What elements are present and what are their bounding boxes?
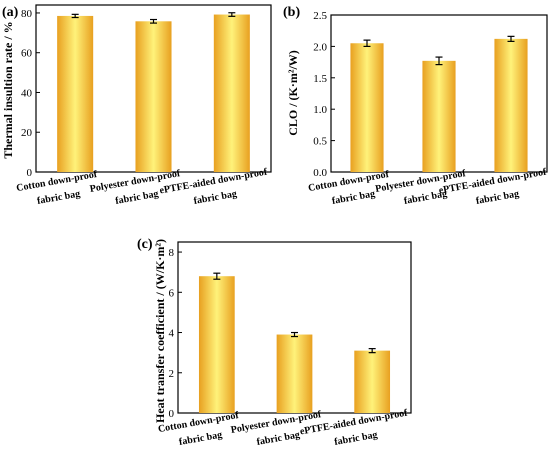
panel-b-y-axis-label: CLO / (K·m²/W) bbox=[286, 50, 300, 136]
panel-a-label: (a) bbox=[2, 5, 19, 20]
panel-a-y-tick-label: 0 bbox=[27, 167, 33, 179]
panel-c-category-label-line2: fabric bag bbox=[333, 430, 378, 448]
panel-c-category-label-line2: fabric bag bbox=[178, 430, 223, 448]
panel-a-bar bbox=[57, 15, 94, 172]
panel-a-y-tick-label: 40 bbox=[21, 87, 33, 99]
panel-c-bar bbox=[198, 276, 235, 413]
panel-b-label: (b) bbox=[283, 5, 300, 20]
panel-c-bar bbox=[354, 350, 391, 413]
panel-b-y-tick-label: 0.5 bbox=[313, 136, 327, 148]
panel-b-y-tick-label: 2.5 bbox=[313, 10, 327, 22]
panel-c-y-tick-label: 2 bbox=[169, 368, 175, 380]
panel-a-y-ticks: 0 20 40 60 80 bbox=[21, 8, 40, 179]
panel-c: (c) Heat transfer coefficient / (W/K·m²)… bbox=[137, 237, 412, 448]
panel-b-category-label-line2: fabric bag bbox=[475, 189, 520, 207]
panel-a: (a) Thermal insultion rate / % 0 20 40 60 80… bbox=[1, 4, 272, 207]
panel-b-category-label-line2: fabric bag bbox=[331, 189, 376, 207]
panel-c-label: (c) bbox=[137, 237, 153, 252]
panel-c-y-tick-label: 6 bbox=[169, 287, 175, 299]
panel-a-bar bbox=[213, 14, 250, 172]
panel-a-bar bbox=[135, 21, 172, 172]
panel-b-y-ticks: 0.0 0.5 1.0 1.5 2.0 2.5 bbox=[313, 10, 335, 179]
panel-c-bar bbox=[276, 334, 313, 413]
panel-c-category-label-line2: fabric bag bbox=[256, 430, 301, 448]
panel-a-y-tick-label: 80 bbox=[21, 8, 33, 20]
panel-a-category-label-line2: fabric bag bbox=[193, 189, 238, 207]
panel-b-y-tick-label: 1.5 bbox=[313, 73, 327, 85]
panel-b-y-tick-label: 2.0 bbox=[313, 41, 327, 53]
panel-c-y-ticks: 0 2 4 6 8 bbox=[169, 247, 182, 420]
panel-c-y-tick-label: 0 bbox=[169, 408, 175, 420]
panel-c-bars bbox=[198, 272, 391, 413]
panel-c-y-tick-label: 8 bbox=[169, 247, 175, 259]
panel-b: (b) CLO / (K·m²/W) 0.0 0.5 1.0 1.5 2.0 2.5 Co… bbox=[283, 5, 548, 207]
panel-c-y-tick-label: 4 bbox=[169, 328, 175, 340]
panel-a-bars bbox=[57, 12, 250, 172]
panel-b-bar bbox=[494, 38, 528, 172]
panel-a-y-axis-label: Thermal insultion rate / % bbox=[1, 21, 15, 158]
panel-a-category-label-line2: fabric bag bbox=[36, 189, 81, 207]
panel-a-y-tick-label: 20 bbox=[21, 127, 33, 139]
panel-b-y-tick-label: 0.0 bbox=[313, 167, 327, 179]
panel-b-bars bbox=[350, 35, 528, 173]
panel-c-y-axis-label: Heat transfer coefficient / (W/K·m²) bbox=[153, 239, 167, 423]
panel-b-bar bbox=[350, 43, 384, 173]
panel-b-y-tick-label: 1.0 bbox=[313, 104, 327, 116]
panel-a-y-tick-label: 60 bbox=[21, 48, 33, 60]
panel-a-category-label-line2: fabric bag bbox=[115, 189, 160, 207]
panel-b-bar bbox=[422, 60, 456, 172]
